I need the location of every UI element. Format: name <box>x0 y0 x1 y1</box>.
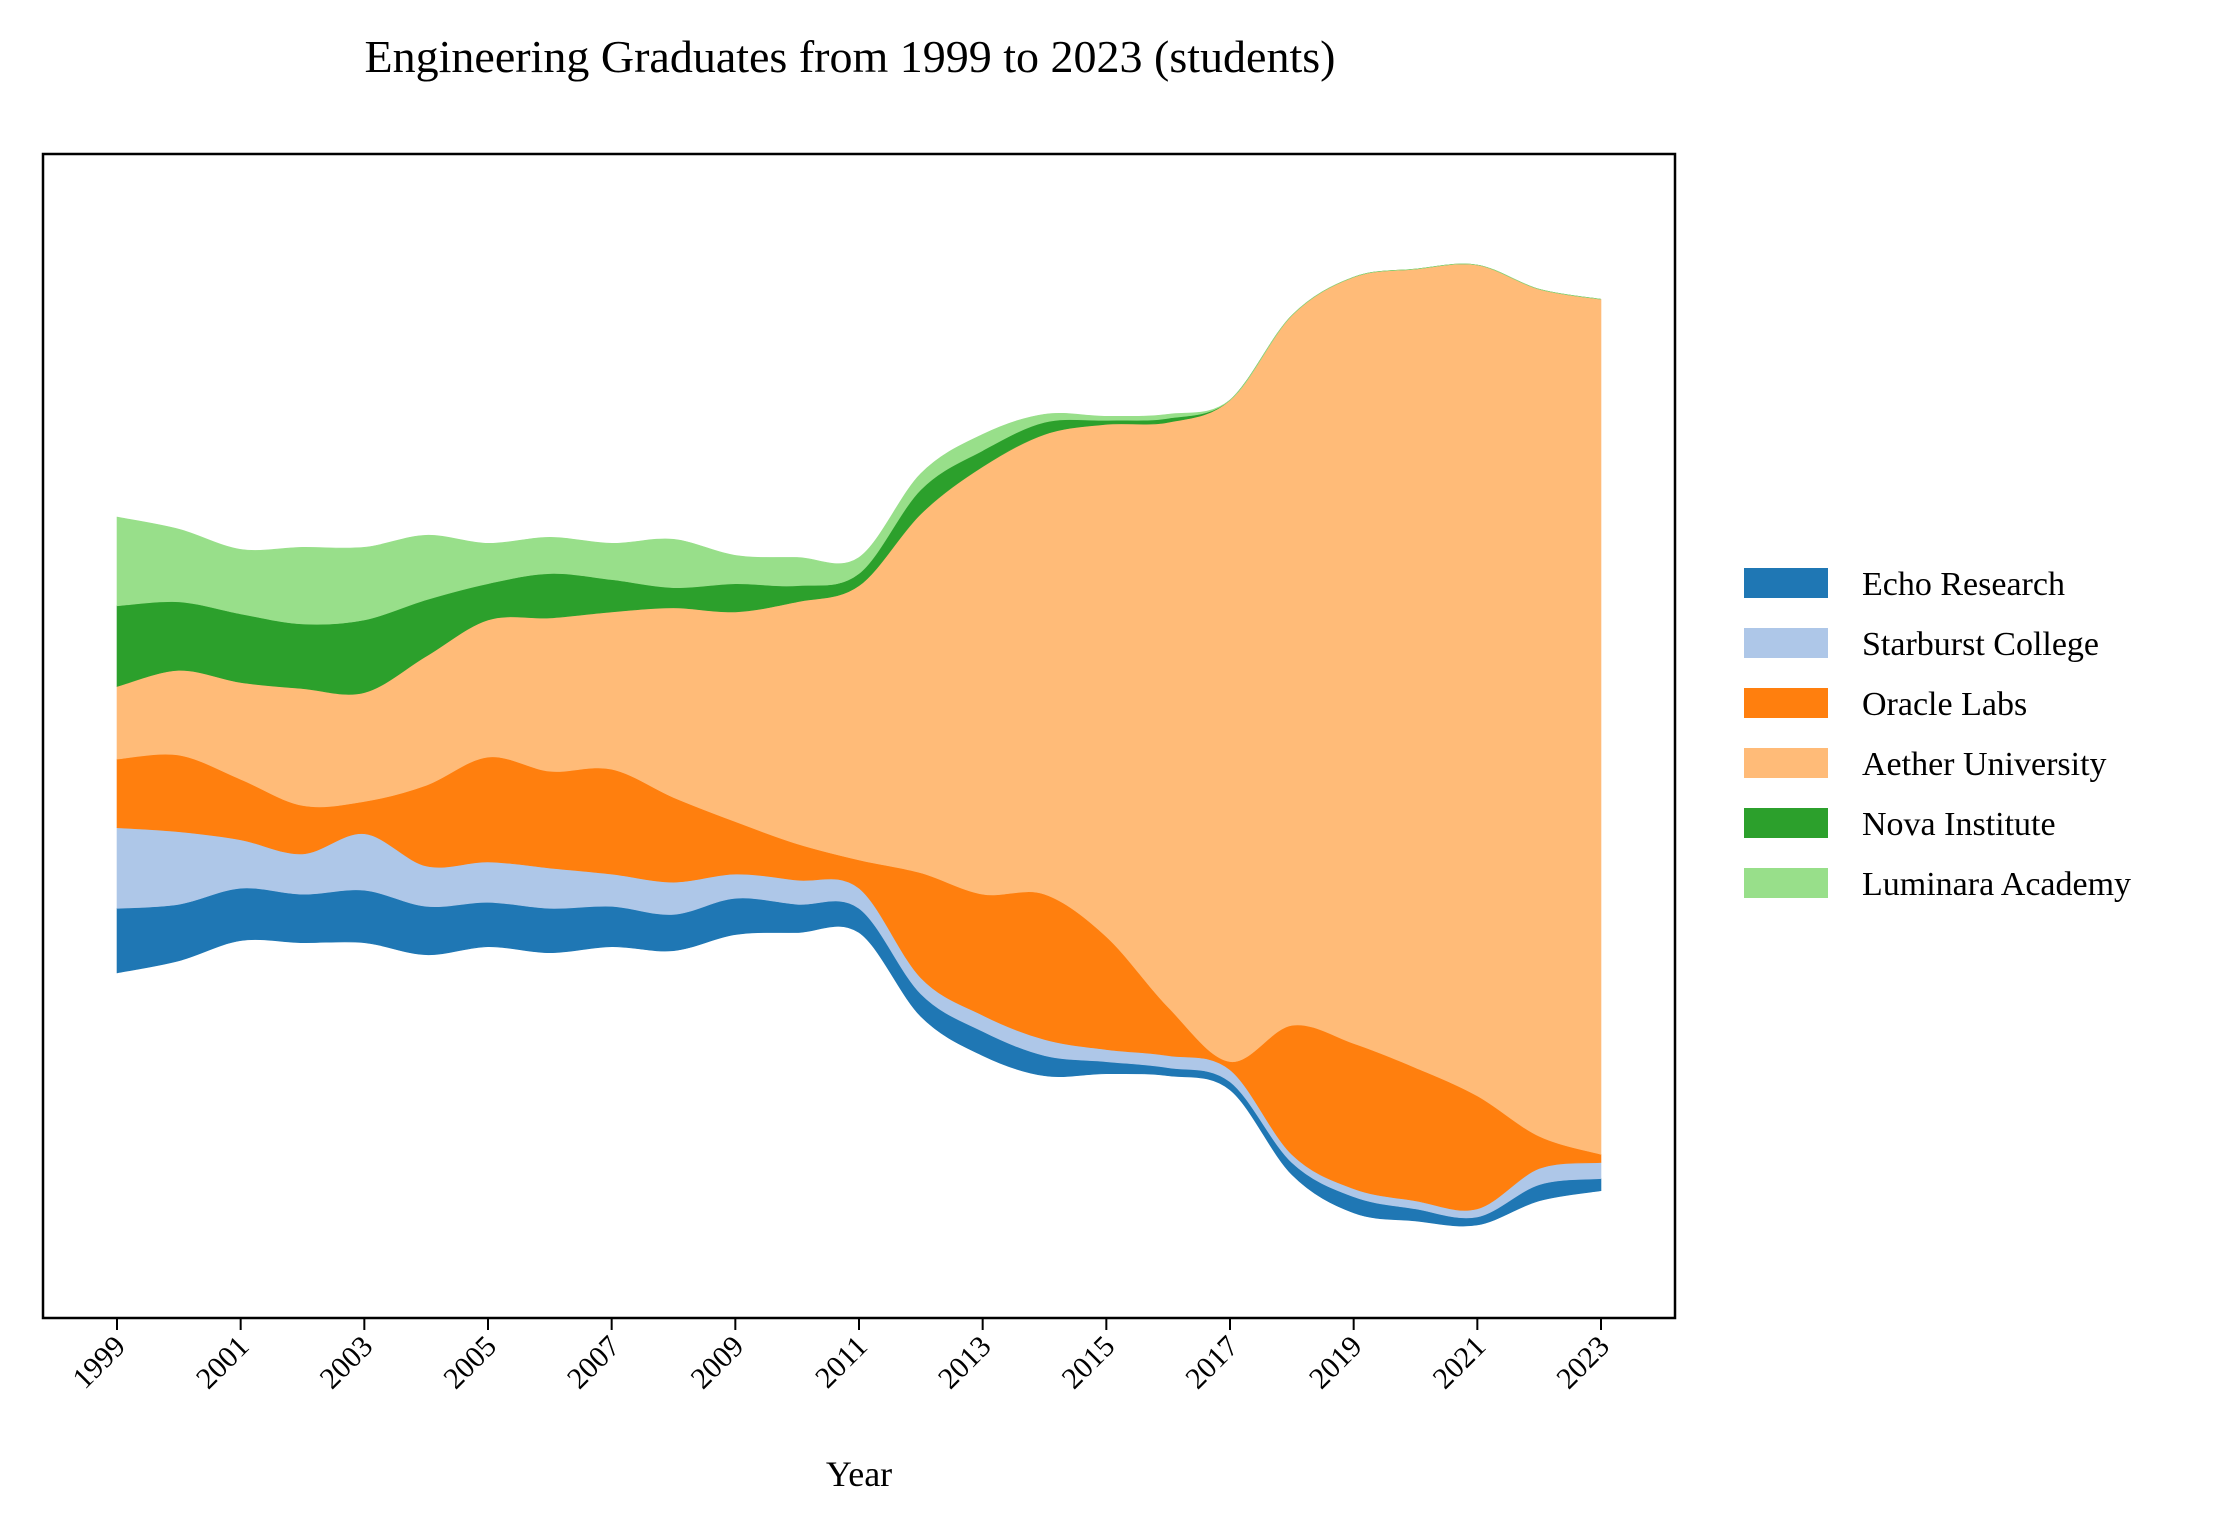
legend-label: Aether University <box>1862 746 2107 783</box>
legend-label: Nova Institute <box>1862 806 2056 843</box>
legend-label: Starburst College <box>1862 626 2099 663</box>
x-tick-label: 2021 <box>1427 1330 1493 1396</box>
legend-label: Luminara Academy <box>1862 866 2131 903</box>
x-tick-label: 2015 <box>1056 1330 1122 1396</box>
legend-swatch <box>1744 688 1828 718</box>
legend-swatch <box>1744 808 1828 838</box>
legend-swatch <box>1744 568 1828 598</box>
chart-title: Engineering Graduates from 1999 to 2023 … <box>365 31 1336 82</box>
x-tick-label: 2007 <box>561 1330 627 1396</box>
legend-swatch <box>1744 868 1828 898</box>
x-axis-ticks: 1999 2001 2003 2005 2007 2009 2011 2013 2015 2017… <box>66 1318 1616 1395</box>
legend-label: Echo Research <box>1862 566 2065 603</box>
x-tick-label: 2003 <box>314 1330 380 1396</box>
stream-layers <box>116 263 1602 1227</box>
legend-swatch <box>1744 748 1828 778</box>
legend-label: Oracle Labs <box>1862 686 2027 723</box>
stream-luminara-academy <box>116 263 1602 625</box>
x-tick-label: 2011 <box>809 1330 874 1395</box>
x-tick-label: 2009 <box>685 1330 751 1396</box>
x-tick-label: 2019 <box>1303 1330 1369 1396</box>
x-tick-label: 2017 <box>1179 1330 1245 1396</box>
x-tick-label: 2005 <box>437 1330 503 1396</box>
stream-aether-university <box>116 263 1602 1155</box>
x-tick-label: 2001 <box>190 1330 256 1396</box>
legend: Echo Research Starburst College Oracle Lab… <box>1744 566 2131 903</box>
x-tick-label: 2023 <box>1550 1330 1616 1396</box>
x-tick-label: 2013 <box>932 1330 998 1396</box>
x-axis-title: Year <box>826 1454 892 1494</box>
legend-swatch <box>1744 628 1828 658</box>
x-tick-label: 1999 <box>66 1330 132 1396</box>
